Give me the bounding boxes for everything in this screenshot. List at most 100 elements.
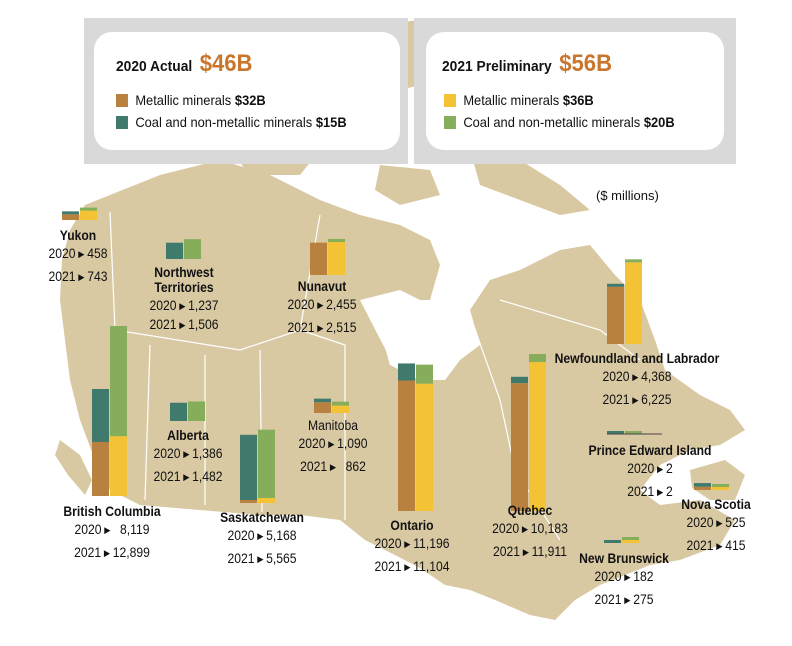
region-name: Northwest Territories bbox=[139, 265, 229, 295]
legend-item-2020-metallic: Metallic minerals $32B bbox=[116, 92, 266, 108]
bar-nunavut-2020-metallic bbox=[310, 242, 327, 275]
legend-title-2020-text: 2020 Actual bbox=[116, 58, 193, 75]
bar-manitoba-2020-coal bbox=[314, 398, 331, 403]
value-2020: 8,119 bbox=[119, 522, 150, 537]
bar-group-british-columbia bbox=[92, 326, 127, 496]
region-value-2020: 2020 ▶ 2,455 bbox=[287, 297, 357, 312]
region-name: Nunavut bbox=[297, 279, 347, 294]
region-name-text: Northwest Territories bbox=[154, 265, 214, 295]
region-value-2021: 2021 ▶ 862 bbox=[300, 459, 366, 474]
bar-nunavut-2021-coal bbox=[328, 238, 345, 242]
value-2020: 1,090 bbox=[337, 436, 368, 451]
legend-title-2020: 2020 Actual $46B bbox=[116, 50, 253, 78]
legend-label: Coal and non-metallic minerals bbox=[135, 114, 313, 130]
bar-yukon-2021-coal bbox=[80, 207, 97, 211]
bar-yukon-2020-metallic bbox=[62, 214, 79, 220]
region-value-2021: 2021 ▶ 2 bbox=[627, 484, 673, 499]
region-label-alberta: Alberta 2020 ▶ 1,386 2021 ▶ 1,482 bbox=[153, 428, 222, 489]
region-label-yukon: Yukon 2020 ▶ 458 2021 ▶ 743 bbox=[49, 228, 108, 289]
value-2020: 1,237 bbox=[188, 298, 219, 313]
bar-nova-scotia-2020-coal bbox=[694, 483, 711, 487]
region-value-2021: 2021 ▶ 11,911 bbox=[492, 544, 568, 559]
region-name: Alberta bbox=[167, 428, 209, 443]
region-value-2020: 2020 ▶ 1,090 bbox=[298, 436, 368, 451]
legend-item-2021-coal: Coal and non-metallic minerals $20B bbox=[444, 114, 675, 130]
legend-panel-2021: 2021 Preliminary $56B Metallic minerals … bbox=[414, 18, 736, 164]
region-value-2021: 2021 ▶ 743 bbox=[48, 269, 108, 284]
bar-quebec-2021-coal bbox=[529, 354, 546, 363]
bar-ontario-2020-metallic bbox=[398, 380, 415, 511]
legend-value: $32B bbox=[234, 92, 266, 108]
region-value-2021: 2021 ▶ 5,565 bbox=[227, 551, 297, 566]
value-2021: 415 bbox=[725, 538, 746, 553]
bar-nunavut-2021-metallic bbox=[328, 241, 345, 275]
bar-group-northwest-territories bbox=[166, 239, 201, 259]
region-value-2020: 2020 ▶ 458 bbox=[48, 246, 108, 261]
region-value-2021: 2021 ▶ 12,899 bbox=[74, 545, 150, 560]
value-2021: 275 bbox=[633, 592, 654, 607]
bar-nova-scotia-2021-metallic bbox=[712, 487, 729, 490]
region-value-2021: 2021 ▶ 275 bbox=[594, 592, 654, 607]
bar-northwest-territories-2020-coal bbox=[166, 242, 183, 259]
bar-group-nunavut bbox=[310, 238, 345, 275]
bar-prince-edward-island-2020-coal bbox=[607, 431, 624, 434]
legend-panel-2020: 2020 Actual $46B Metallic minerals $32B … bbox=[84, 18, 408, 164]
value-2020: 2 bbox=[665, 461, 673, 476]
region-value-2020: 2020 ▶ 4,368 bbox=[602, 369, 672, 384]
region-value-2020: 2020 ▶ 2 bbox=[627, 461, 673, 476]
bar-ontario-2021-metallic bbox=[416, 383, 433, 511]
value-2020: 10,183 bbox=[530, 521, 568, 536]
region-label-nunavut: Nunavut 2020 ▶ 2,455 2021 ▶ 2,515 bbox=[287, 279, 356, 340]
bar-prince-edward-island-2021-coal bbox=[625, 431, 642, 434]
region-value-2020: 2020 ▶ 10,183 bbox=[492, 521, 568, 536]
bar-new-brunswick-2021-metallic bbox=[622, 540, 639, 543]
legend-card-2021: 2021 Preliminary $56B Metallic minerals … bbox=[426, 32, 724, 150]
legend-value: $36B bbox=[562, 92, 594, 108]
region-value-2020: 2020 ▶ 1,237 bbox=[149, 298, 219, 313]
legend-total-2020: $46B bbox=[199, 50, 253, 77]
value-2021: 11,911 bbox=[531, 544, 568, 559]
region-value-2020: 2020 ▶ 1,386 bbox=[153, 446, 223, 461]
units-label: ($ millions) bbox=[596, 188, 659, 203]
region-name: Quebec bbox=[507, 503, 553, 518]
value-2021: 862 bbox=[345, 459, 366, 474]
value-2020: 525 bbox=[725, 515, 746, 530]
region-name: Manitoba bbox=[308, 418, 358, 433]
bar-group-saskatchewan bbox=[240, 429, 275, 503]
swatch-2021-coal bbox=[444, 115, 456, 129]
region-value-2020: 2020 ▶ 525 bbox=[686, 515, 746, 530]
region-name: New Brunswick bbox=[579, 551, 669, 566]
bar-newfoundland-and-labrador-2021-metallic bbox=[625, 262, 642, 344]
region-label-british-columbia: British Columbia 2020 ▶ 8,119 2021 ▶ 12,899 bbox=[63, 504, 160, 565]
bar-saskatchewan-2020-metallic bbox=[240, 500, 257, 503]
region-value-2021: 2021 ▶ 415 bbox=[686, 538, 746, 553]
bar-new-brunswick-2021-coal bbox=[622, 537, 639, 540]
bar-british-columbia-2021-metallic bbox=[110, 436, 127, 496]
region-value-2021: 2021 ▶ 6,225 bbox=[602, 392, 672, 407]
bar-new-brunswick-2020-coal bbox=[604, 540, 621, 543]
bar-yukon-2020-coal bbox=[62, 211, 79, 215]
legend-title-2021-text: 2021 Preliminary bbox=[442, 58, 552, 75]
region-name: British Columbia bbox=[63, 504, 161, 519]
legend-card-2020: 2020 Actual $46B Metallic minerals $32B … bbox=[94, 32, 400, 150]
region-label-quebec: Quebec 2020 ▶ 10,183 2021 ▶ 11,911 bbox=[492, 503, 568, 564]
region-label-northwest-territories: Northwest Territories 2020 ▶ 1,237 2021 ▶ 1,… bbox=[139, 265, 229, 337]
bar-alberta-2021-coal bbox=[188, 401, 205, 421]
region-value-2020: 2020 ▶ 8,119 bbox=[74, 522, 150, 537]
value-2021: 5,565 bbox=[266, 551, 297, 566]
legend-item-2020-coal: Coal and non-metallic minerals $15B bbox=[116, 114, 347, 130]
value-2020: 458 bbox=[87, 246, 108, 261]
bar-ontario-2021-coal bbox=[416, 364, 433, 384]
value-2021: 1,506 bbox=[188, 317, 219, 332]
bar-group-new-brunswick bbox=[604, 537, 639, 543]
value-2020: 4,368 bbox=[641, 369, 672, 384]
bar-manitoba-2021-coal bbox=[332, 401, 349, 406]
legend-label: Metallic minerals bbox=[463, 92, 560, 108]
region-name: Saskatchewan bbox=[220, 510, 304, 525]
region-value-2020: 2020 ▶ 182 bbox=[594, 569, 654, 584]
legend-label: Metallic minerals bbox=[135, 92, 232, 108]
bar-group-manitoba bbox=[314, 398, 349, 413]
bar-group-alberta bbox=[170, 401, 205, 421]
legend-item-2021-metallic: Metallic minerals $36B bbox=[444, 92, 594, 108]
